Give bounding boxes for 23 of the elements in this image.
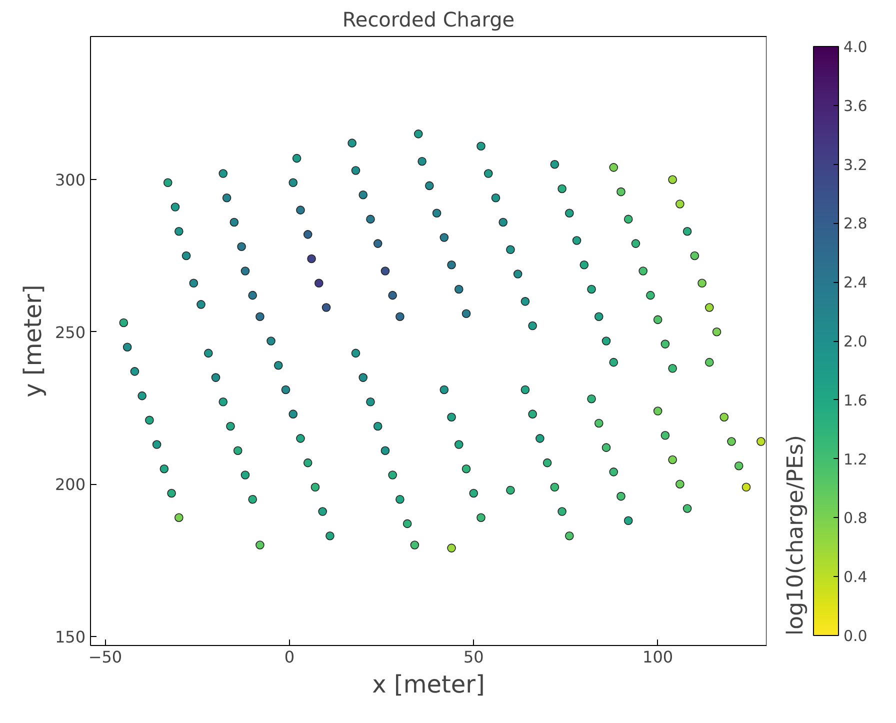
color-bar-label: 4.0 — [844, 38, 868, 56]
color-bar-label: 2.0 — [844, 332, 868, 350]
x-tick-label: 50 — [463, 648, 484, 666]
color-bar-label: 2.8 — [844, 214, 868, 233]
x-tick-label: 100 — [642, 648, 674, 666]
color-bar-label: 3.2 — [844, 156, 868, 174]
color-bar-label: 1.2 — [844, 450, 868, 468]
color-bar-label: 1.6 — [844, 391, 868, 410]
x-tick-label: 0 — [284, 648, 295, 666]
color-bar-title: log10(charge/PEs) — [784, 435, 808, 636]
color-bar-label: 0.8 — [844, 509, 868, 528]
x-axis-title: x [meter] — [372, 670, 485, 698]
y-tick-label: 250 — [54, 322, 86, 342]
color-bar-label: 2.4 — [844, 274, 868, 292]
color-bar-label: 0.0 — [844, 627, 868, 645]
color-bar-label: 0.4 — [844, 568, 868, 586]
y-tick-label: 150 — [54, 627, 86, 646]
y-tick-label: 300 — [54, 170, 86, 190]
chart-title: Recorded Charge — [342, 8, 515, 32]
y-axis-title: y [meter] — [18, 284, 47, 398]
y-tick-label: 200 — [54, 475, 86, 494]
color-bar-label: 3.6 — [844, 96, 868, 115]
x-tick-label: −50 — [88, 648, 122, 666]
